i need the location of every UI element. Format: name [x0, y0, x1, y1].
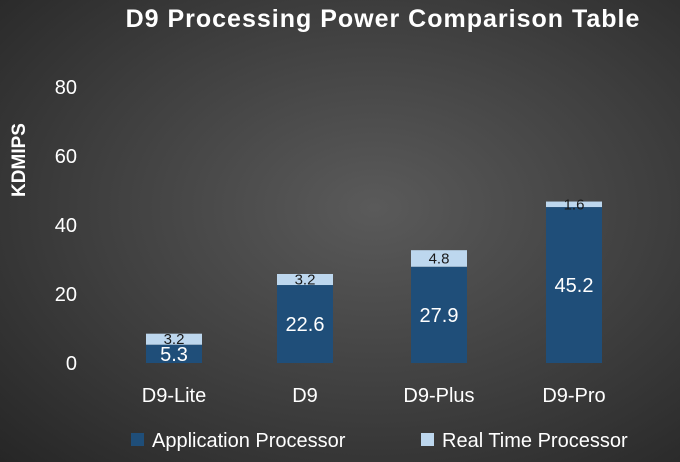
y-tick-label: 80: [55, 77, 77, 99]
y-tick-label: 0: [66, 353, 77, 375]
data-label-application-processor: 5.3: [160, 344, 188, 366]
x-tick-label: D9-Lite: [142, 385, 206, 407]
data-label-real-time-processor: 3.2: [295, 272, 316, 289]
bar-real-time-processor: [277, 273, 333, 286]
bar-real-time-processor: [146, 333, 202, 345]
legend-label: Real Time Processor: [442, 430, 628, 452]
x-tick-label: D9-Plus: [403, 385, 474, 407]
bars: 5.33.222.63.227.94.845.21.6: [146, 196, 602, 366]
data-label-real-time-processor: 4.8: [429, 250, 450, 267]
y-tick-label: 60: [55, 146, 77, 168]
data-label-application-processor: 27.9: [420, 305, 459, 327]
legend-swatch: [421, 433, 434, 446]
bar-real-time-processor: [411, 250, 467, 267]
x-tick-label: D9-Pro: [542, 385, 605, 407]
x-tick-label: D9: [292, 385, 318, 407]
legend-swatch: [131, 433, 144, 446]
y-tick-label: 40: [55, 215, 77, 237]
data-label-real-time-processor: 1.6: [564, 196, 585, 213]
data-label-real-time-processor: 3.2: [164, 331, 185, 348]
legend-label: Application Processor: [152, 430, 346, 452]
y-axis-label: KDMIPS: [9, 123, 30, 197]
bar-application-processor: [146, 344, 202, 363]
data-label-application-processor: 22.6: [286, 314, 325, 336]
x-axis-ticks: D9-Lite D9 D9-Plus D9-Pro: [142, 385, 606, 407]
data-label-application-processor: 45.2: [555, 275, 594, 297]
bar-application-processor: [411, 266, 467, 363]
chart-title: D9 Processing Power Comparison Table: [126, 5, 641, 33]
y-axis-ticks: 0 20 40 60 80: [55, 77, 77, 375]
y-tick-label: 20: [55, 284, 77, 306]
bar-real-time-processor: [546, 201, 602, 208]
legend: Application Processor Real Time Processor: [131, 430, 628, 452]
bar-application-processor: [277, 285, 333, 363]
bar-application-processor: [546, 207, 602, 363]
